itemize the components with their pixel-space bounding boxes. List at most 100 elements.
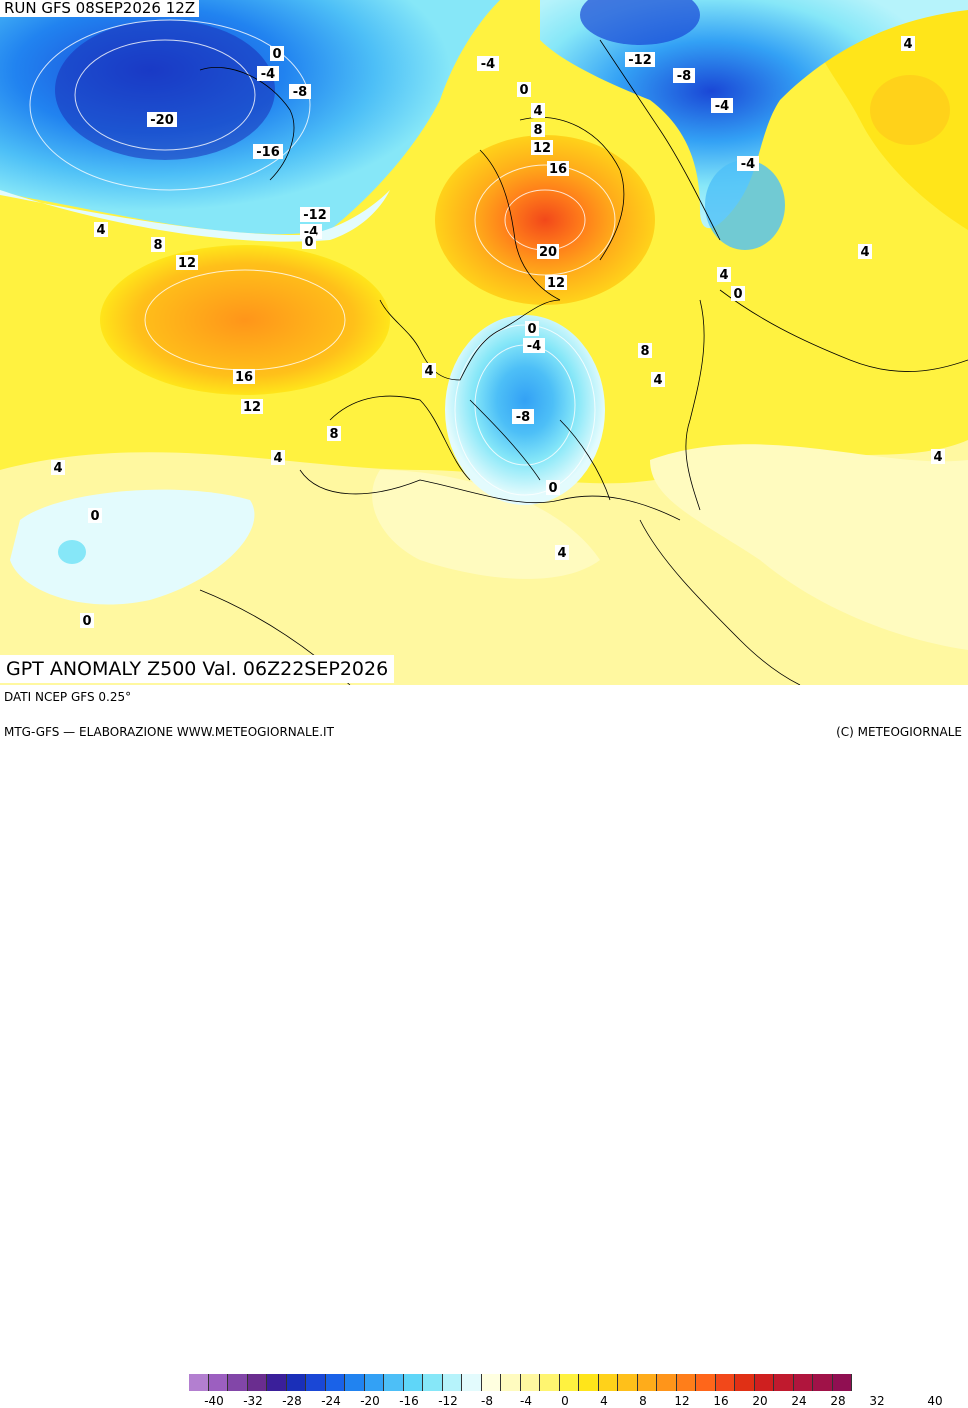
scale-tick-label: -12 — [438, 1394, 458, 1408]
scale-tick-label: 8 — [639, 1394, 647, 1408]
contour-label: 0 — [733, 287, 742, 302]
scale-swatch — [676, 1374, 696, 1391]
contour-label: 16 — [235, 370, 253, 385]
contour-label: 0 — [90, 509, 99, 524]
scale-swatch — [345, 1374, 365, 1391]
contour-label: 0 — [82, 614, 91, 629]
contour-label-bg — [523, 338, 545, 353]
scale-tick-label: -4 — [520, 1394, 532, 1408]
scale-swatch — [793, 1374, 813, 1391]
anomaly-ridge-atlantic — [100, 245, 390, 395]
contour-label-bg — [94, 222, 108, 237]
contour-label-bg — [147, 112, 177, 127]
anomaly-pale-east — [650, 444, 968, 650]
contour-label-bg — [233, 369, 255, 384]
contour-label-bg — [517, 82, 531, 97]
scale-tick-label: -32 — [243, 1394, 263, 1408]
color-scale-labels: -40 -32 -28 -24 -20 -16 -12 -8 -4 0 4 8 12 16 20 24 28 32… — [189, 1394, 968, 1408]
scale-swatch — [598, 1374, 618, 1391]
scale-swatch — [501, 1374, 521, 1391]
anomaly-atlantic-pale-blue — [10, 489, 255, 605]
contour-label-bg — [673, 68, 695, 83]
contour-label: 8 — [329, 427, 338, 442]
anomaly-east-core — [870, 75, 950, 145]
contour-label: -4 — [527, 339, 541, 354]
contour-label: 4 — [933, 450, 942, 465]
scale-tick-label: 0 — [561, 1394, 569, 1408]
map-title: GPT ANOMALY Z500 Val. 06Z22SEP2026 — [0, 655, 395, 683]
contour-label: 12 — [243, 400, 261, 415]
credit-right: (C) METEOGIORNALE — [836, 725, 962, 739]
contour-label-bg — [422, 363, 436, 378]
contour-label: -8 — [293, 85, 307, 100]
scale-tick-label: -24 — [321, 1394, 341, 1408]
contour-label-bg — [257, 66, 279, 81]
color-scale — [189, 1374, 852, 1391]
contour-label: 4 — [273, 451, 282, 466]
scale-swatch — [423, 1374, 443, 1391]
contour-label: 8 — [640, 344, 649, 359]
contour-label-bg — [327, 426, 341, 441]
scale-swatch — [267, 1374, 287, 1391]
scale-swatch — [364, 1374, 384, 1391]
contour-label: 0 — [548, 481, 557, 496]
scale-tick-label: 32 — [869, 1394, 885, 1408]
contour-label-bg — [176, 255, 198, 270]
contour-label-bg — [931, 449, 945, 464]
scale-swatch — [618, 1374, 638, 1391]
contour-label-bg — [512, 409, 534, 424]
contour-label-bg — [289, 84, 311, 99]
contour-label-bg — [737, 156, 759, 171]
contour-label-bg — [555, 545, 569, 560]
contour-label: 0 — [304, 235, 313, 250]
scale-tick-label: 40 — [927, 1394, 943, 1408]
contour-label-bg — [638, 343, 652, 358]
anomaly-trough-northeast-core — [580, 0, 700, 45]
contour-label-bg — [477, 56, 499, 71]
contour-label: 4 — [719, 268, 728, 283]
contour-label: 4 — [53, 461, 62, 476]
scale-tick-label: 16 — [713, 1394, 729, 1408]
run-header: RUN GFS 08SEP2026 12Z — [0, 0, 200, 17]
scale-swatch — [579, 1374, 599, 1391]
contour-label-bg — [300, 207, 330, 222]
contour-label: -12 — [303, 208, 327, 223]
scale-tick-label: 12 — [674, 1394, 690, 1408]
scale-swatch — [208, 1374, 228, 1391]
scale-swatch — [715, 1374, 735, 1391]
contour-label: 12 — [533, 141, 551, 156]
contour-label-bg — [537, 244, 559, 259]
contour-label: 12 — [547, 276, 565, 291]
scale-swatch — [403, 1374, 423, 1391]
anomaly-trough-northwest-core — [55, 20, 275, 160]
contour-label: 4 — [424, 364, 433, 379]
contour-label-bg — [731, 286, 745, 301]
contour-label: 4 — [533, 104, 542, 119]
scale-tick-label: -40 — [204, 1394, 224, 1408]
contour-label-bg — [717, 267, 731, 282]
scale-tick-label: -8 — [481, 1394, 493, 1408]
scale-swatch — [559, 1374, 579, 1391]
anomaly-ridge-scandinavia — [435, 135, 655, 305]
scale-swatch — [540, 1374, 560, 1391]
contour-label-bg — [547, 161, 569, 176]
contour-label-bg — [525, 321, 539, 336]
scale-swatch — [520, 1374, 540, 1391]
contour-label: 4 — [860, 245, 869, 260]
scale-swatch — [754, 1374, 774, 1391]
contour-label: 0 — [527, 322, 536, 337]
contour-label: -4 — [481, 57, 495, 72]
contour-label: 4 — [653, 373, 662, 388]
scale-swatch — [735, 1374, 755, 1391]
anomaly-trough-east-lobe — [705, 160, 785, 250]
contour-label: -12 — [628, 53, 652, 68]
contour-label-bg — [151, 237, 165, 252]
contour-label: -4 — [715, 99, 729, 114]
contour-label: 0 — [519, 83, 528, 98]
anomaly-trough-northwest-edge — [0, 190, 390, 242]
contour-label-bg — [88, 508, 102, 523]
credit-left: MTG-GFS — ELABORAZIONE WWW.METEOGIORNALE… — [4, 725, 334, 739]
contour-label-bg — [711, 98, 733, 113]
contour-label: -4 — [261, 67, 275, 82]
